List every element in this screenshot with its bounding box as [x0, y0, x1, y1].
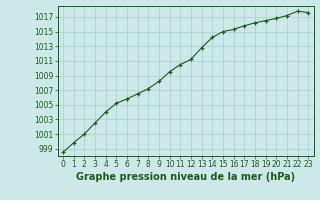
X-axis label: Graphe pression niveau de la mer (hPa): Graphe pression niveau de la mer (hPa) — [76, 172, 295, 182]
